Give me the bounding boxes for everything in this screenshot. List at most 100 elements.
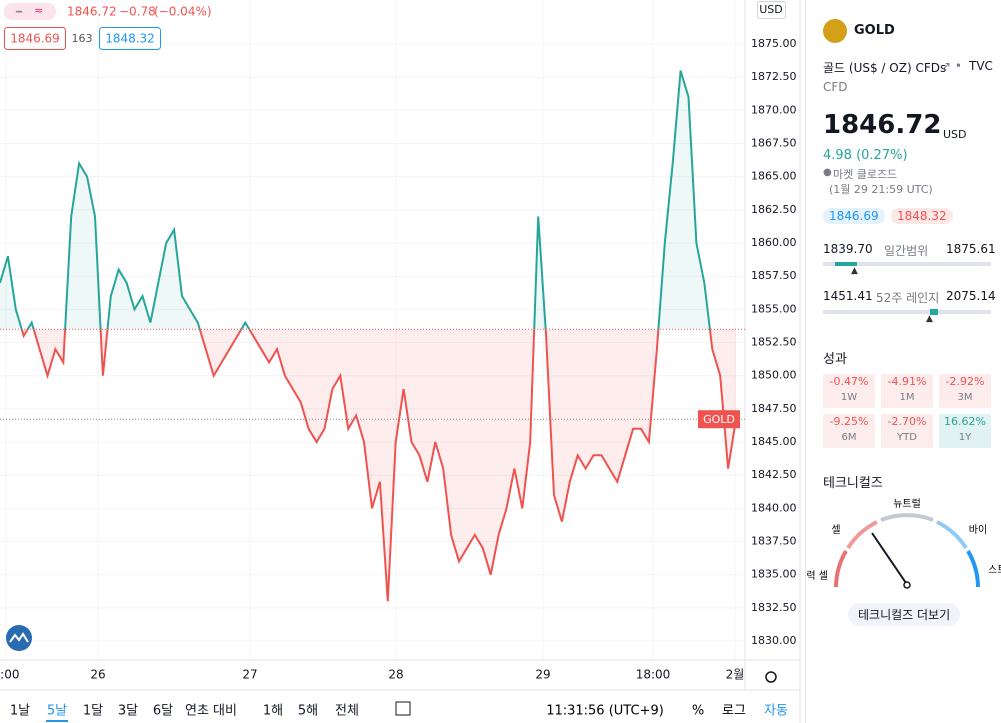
legend-icon: ≈ bbox=[34, 4, 43, 17]
x-tick-label: 0:00 bbox=[0, 668, 19, 682]
panel-bid: 1846.69 bbox=[823, 208, 885, 224]
legend-change-pct: (−0.04%) bbox=[154, 5, 212, 19]
y-tick-label: 1832.50 bbox=[751, 601, 797, 614]
performance-title: 성과 bbox=[823, 352, 847, 367]
range-button[interactable]: 1날 bbox=[10, 704, 30, 719]
performance-cell: -2.92% 3M bbox=[939, 374, 991, 408]
performance-value: -2.70% bbox=[887, 415, 927, 428]
day-range-bar bbox=[823, 262, 991, 266]
range-button[interactable]: 3달 bbox=[118, 704, 138, 719]
range-button[interactable]: 1달 bbox=[83, 704, 103, 719]
gauge-strong-buy bbox=[966, 549, 980, 588]
performance-period: 1M bbox=[899, 392, 915, 403]
y-tick-label: 1842.50 bbox=[751, 468, 797, 481]
range-button[interactable]: 연초 대비 bbox=[185, 704, 237, 719]
week52-bar bbox=[823, 310, 991, 314]
legend-icon-bg bbox=[4, 3, 56, 20]
status: 마켓 클로즈드 bbox=[833, 168, 898, 181]
grid bbox=[0, 0, 745, 660]
legend-change: −0.78 bbox=[119, 5, 156, 19]
performance-value: 16.62% bbox=[944, 415, 986, 428]
gauge-pivot bbox=[903, 581, 911, 589]
exchange: TVC bbox=[969, 59, 993, 73]
y-tick-label: 1835.00 bbox=[751, 568, 797, 581]
symbol-panel: GOLD 골드 (US$ / OZ) CFDs ↗ • TVC CFD 1846… bbox=[805, 0, 1001, 723]
x-tick-label: 27 bbox=[242, 668, 257, 682]
technicals-title: 테크니컬즈 bbox=[823, 476, 883, 491]
unit-box[interactable] bbox=[757, 1, 786, 19]
logo-mark bbox=[9, 632, 29, 643]
y-tick-label: 1860.00 bbox=[751, 236, 797, 249]
performance-cell: -9.25% 6M bbox=[823, 414, 875, 448]
x-tick-label: 28 bbox=[388, 668, 403, 682]
y-tick-label: 1875.00 bbox=[751, 37, 797, 50]
gauge-buy-label: 바이 bbox=[969, 524, 987, 536]
y-tick-label: 1865.00 bbox=[751, 170, 797, 183]
price-line-down bbox=[20, 329, 737, 602]
performance-cell: -2.70% YTD bbox=[881, 414, 933, 448]
y-tick-label: 1872.50 bbox=[751, 70, 797, 83]
gauge-sell-label: 셀 bbox=[831, 524, 840, 536]
y-tick-label: 1855.00 bbox=[751, 302, 797, 315]
y-tick-label: 1870.00 bbox=[751, 103, 797, 116]
x-tick-label: 29 bbox=[535, 668, 550, 682]
ask-box[interactable] bbox=[99, 27, 161, 50]
performance-cell: -4.91% 1M bbox=[881, 374, 933, 408]
range-button[interactable]: 전체 bbox=[335, 704, 359, 719]
auto-toggle[interactable]: 자동 bbox=[764, 704, 788, 719]
y-tick-label: 1850.00 bbox=[751, 369, 797, 382]
gauge-strong-buy-label: 스트롱 바이 bbox=[988, 564, 1001, 576]
day-range-marker: ▲ bbox=[851, 266, 858, 276]
bid-price[interactable]: 1846.69 bbox=[10, 32, 60, 46]
log-toggle[interactable]: 로그 bbox=[722, 704, 746, 719]
week52-fill bbox=[930, 309, 938, 315]
gauge-strong-sell-label: 강력 셀 bbox=[806, 570, 828, 582]
gauge-neutral bbox=[880, 513, 934, 522]
week52-low: 1451.41 bbox=[823, 289, 873, 303]
symbol: GOLD bbox=[854, 23, 895, 38]
percent-toggle[interactable]: % bbox=[692, 704, 704, 719]
ask-price[interactable]: 1848.32 bbox=[105, 32, 155, 46]
y-tick-label: 1867.50 bbox=[751, 137, 797, 150]
settings-icon[interactable] bbox=[765, 671, 777, 683]
range-button[interactable]: 5날 bbox=[47, 704, 67, 719]
week52-high: 2075.14 bbox=[946, 289, 996, 303]
x-tick-label: 2월 bbox=[726, 668, 745, 682]
link-dot: ↗ • bbox=[941, 59, 962, 73]
performance-period: 1W bbox=[840, 392, 858, 403]
range-button[interactable]: 6달 bbox=[153, 704, 173, 719]
unit[interactable]: USD bbox=[759, 3, 783, 16]
day-range-label: 일간범위 bbox=[884, 244, 929, 258]
gauge-neutral-label: 뉴트럴 bbox=[893, 497, 921, 510]
performance-value: -0.47% bbox=[829, 375, 869, 388]
legend-price: 1846.72 bbox=[67, 5, 117, 19]
symbol-icon bbox=[823, 19, 847, 43]
technicals-button[interactable]: 테크니컬즈 더보기 bbox=[848, 603, 961, 626]
last-price-tag bbox=[698, 410, 740, 429]
gauge: 강력 셀 셀 뉴트럴 바이 스트롱 바이 bbox=[806, 497, 1001, 589]
status-dot: ● bbox=[823, 167, 832, 178]
x-tick-label: 18:00 bbox=[636, 668, 671, 682]
performance-period: 6M bbox=[841, 432, 857, 443]
price: 1846.72 bbox=[823, 110, 942, 140]
panel-ask: 1848.32 bbox=[891, 208, 953, 224]
day-low: 1839.70 bbox=[823, 242, 873, 256]
last-price-tag-label: GOLD bbox=[703, 413, 735, 426]
bid-box[interactable] bbox=[4, 27, 66, 50]
gauge-strong-sell bbox=[834, 549, 848, 588]
performance-period: YTD bbox=[897, 432, 917, 443]
change: 4.98 (0.27%) bbox=[823, 148, 908, 163]
plot: GOLDGOLD bbox=[0, 70, 745, 602]
goto-date-icon[interactable] bbox=[395, 701, 411, 716]
y-tick-label: 1845.00 bbox=[751, 435, 797, 448]
gauge-sell bbox=[846, 520, 878, 550]
area-down bbox=[21, 329, 736, 602]
logo[interactable] bbox=[6, 625, 32, 651]
range-button[interactable]: 1해 bbox=[263, 704, 283, 719]
spread: 163 bbox=[72, 32, 93, 45]
y-tick-label: 1840.00 bbox=[751, 501, 797, 514]
kind: CFD bbox=[823, 80, 848, 94]
symbol-name[interactable]: 골드 (US$ / OZ) CFDs bbox=[823, 61, 947, 75]
range-button[interactable]: 5해 bbox=[298, 704, 318, 719]
